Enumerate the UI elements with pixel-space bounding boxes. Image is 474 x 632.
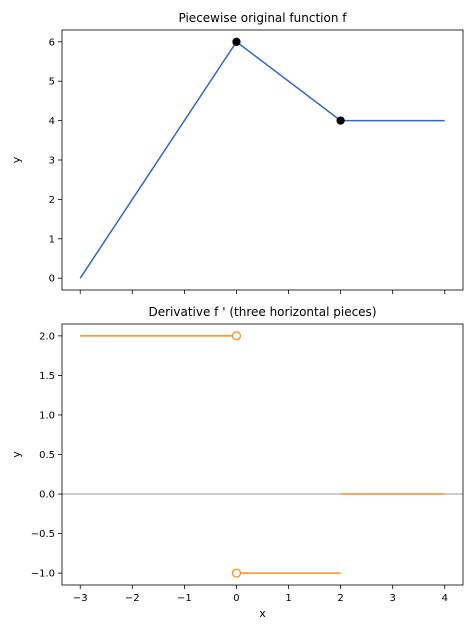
open-point-marker-2 [231, 568, 242, 578]
y-tick-label: −0.5 [31, 529, 55, 540]
x-tick-label: 1 [285, 593, 291, 604]
x-tick-label: −1 [177, 593, 192, 604]
plot-frame [61, 29, 464, 291]
y-axis-label: y [10, 451, 23, 458]
y-tick-label: 3 [49, 156, 55, 167]
filled-point-marker-2 [336, 116, 345, 125]
x-tick-label: −2 [125, 593, 140, 604]
chart-title: Derivative f ' (three horizontal pieces) [149, 305, 377, 319]
open-point-marker-1 [231, 331, 242, 341]
y-tick-label: 6 [49, 37, 55, 48]
x-tick-label: 2 [337, 593, 343, 604]
chart-panel-2: Derivative f ' (three horizontal pieces)… [10, 305, 464, 620]
y-tick-label: 5 [49, 77, 55, 88]
y-axis-label: y [10, 156, 23, 163]
x-tick-label: 4 [442, 593, 448, 604]
filled-point-marker-1 [232, 37, 241, 46]
x-tick-label: 0 [233, 593, 239, 604]
y-tick-label: 0.0 [39, 490, 55, 501]
y-tick-label: 4 [49, 116, 55, 127]
x-axis-label: x [259, 607, 266, 620]
y-tick-label: 2.0 [39, 331, 55, 342]
x-tick-label: 3 [390, 593, 396, 604]
series-line-1 [79, 40, 445, 279]
chart-panel-1: Piecewise original function f y 0 1 2 3 4 5 6 [10, 11, 464, 294]
y-tick-label: 0 [49, 274, 55, 285]
chart-title: Piecewise original function f [179, 11, 348, 25]
y-tick-label: 0.5 [39, 450, 55, 461]
y-tick-label: 2 [49, 195, 55, 206]
x-tick-label: −3 [73, 593, 88, 604]
y-tick-label: 1.5 [39, 371, 55, 382]
plot-frame [61, 323, 464, 586]
y-tick-label: −1.0 [31, 569, 55, 580]
y-tick-label: 1.0 [39, 410, 55, 421]
y-tick-label: 1 [49, 234, 55, 245]
